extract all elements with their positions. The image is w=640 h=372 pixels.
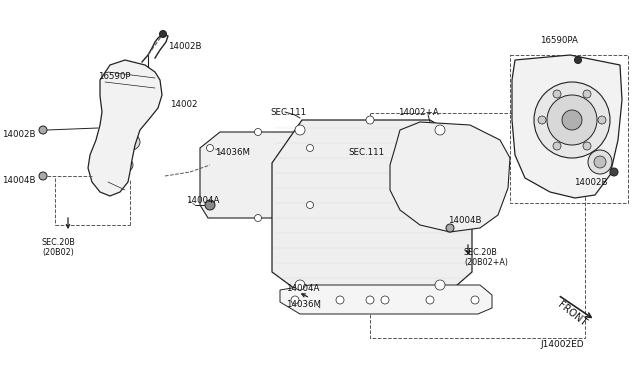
Circle shape [426,296,434,304]
Circle shape [207,144,214,151]
Bar [370,113,585,338]
Circle shape [39,126,47,134]
Bar [510,55,628,203]
Ellipse shape [116,133,140,151]
Polygon shape [280,285,492,314]
Text: 16590PA: 16590PA [540,36,578,45]
Ellipse shape [301,183,339,217]
Circle shape [598,116,606,124]
Circle shape [562,110,582,130]
Text: SEC.20B: SEC.20B [41,238,75,247]
Ellipse shape [244,168,266,182]
Ellipse shape [308,242,332,262]
Circle shape [366,296,374,304]
Ellipse shape [405,235,443,269]
Circle shape [583,90,591,98]
Ellipse shape [428,168,448,182]
Circle shape [534,82,610,158]
Ellipse shape [360,242,384,262]
Text: 14002B: 14002B [574,178,607,187]
Text: 14002B: 14002B [2,130,35,139]
Text: SEC.111: SEC.111 [270,108,306,117]
Text: SEC.111: SEC.111 [348,148,384,157]
Text: 14002+A: 14002+A [398,108,438,117]
Text: 14036M: 14036M [215,148,250,157]
Ellipse shape [412,138,436,158]
Ellipse shape [452,168,472,182]
Circle shape [553,142,561,150]
Circle shape [295,125,305,135]
Circle shape [538,116,546,124]
Text: (20B02+A): (20B02+A) [464,258,508,267]
Circle shape [295,280,305,290]
Circle shape [588,150,612,174]
Text: J14002ED: J14002ED [540,340,584,349]
Text: 14004B: 14004B [448,216,481,225]
Circle shape [575,57,582,64]
Polygon shape [200,132,318,218]
Circle shape [255,128,262,135]
Ellipse shape [360,138,384,158]
Circle shape [381,296,389,304]
Polygon shape [390,122,510,232]
Circle shape [255,215,262,221]
Polygon shape [88,60,162,196]
Ellipse shape [405,183,443,217]
Text: SEC.20B: SEC.20B [464,248,498,257]
Circle shape [583,142,591,150]
Ellipse shape [117,109,143,127]
Ellipse shape [301,131,339,165]
Text: 14002B: 14002B [168,42,202,51]
Circle shape [307,202,314,208]
Circle shape [39,172,47,180]
Polygon shape [512,55,622,198]
Circle shape [207,202,214,208]
Ellipse shape [425,141,445,155]
Ellipse shape [412,190,436,210]
Text: 14004A: 14004A [186,196,220,205]
Text: 14004A: 14004A [286,284,319,293]
Ellipse shape [308,138,332,158]
Circle shape [446,224,454,232]
Circle shape [471,296,479,304]
Ellipse shape [301,235,339,269]
Ellipse shape [353,235,391,269]
Text: FRONT: FRONT [556,300,588,328]
Ellipse shape [244,141,266,155]
Ellipse shape [353,183,391,217]
Circle shape [610,168,618,176]
Circle shape [435,125,445,135]
Ellipse shape [308,190,332,210]
Text: 14004B: 14004B [2,176,35,185]
Circle shape [594,156,606,168]
Text: 14036M: 14036M [286,300,321,309]
Circle shape [205,200,215,210]
Circle shape [547,95,597,145]
Ellipse shape [353,131,391,165]
Polygon shape [272,120,472,300]
Circle shape [159,31,166,38]
Text: 16590P: 16590P [98,72,131,81]
Text: (20B02): (20B02) [42,248,74,257]
Ellipse shape [412,242,436,262]
Ellipse shape [269,141,291,155]
Circle shape [336,296,344,304]
Ellipse shape [269,168,291,182]
Ellipse shape [430,195,450,209]
Circle shape [291,296,299,304]
Ellipse shape [450,141,470,155]
Circle shape [435,280,445,290]
Circle shape [553,90,561,98]
Ellipse shape [294,168,316,182]
Ellipse shape [111,157,133,173]
Ellipse shape [405,131,443,165]
Ellipse shape [360,190,384,210]
Circle shape [366,116,374,124]
Ellipse shape [114,85,142,105]
Text: 14002: 14002 [170,100,198,109]
Circle shape [307,144,314,151]
Ellipse shape [294,141,316,155]
